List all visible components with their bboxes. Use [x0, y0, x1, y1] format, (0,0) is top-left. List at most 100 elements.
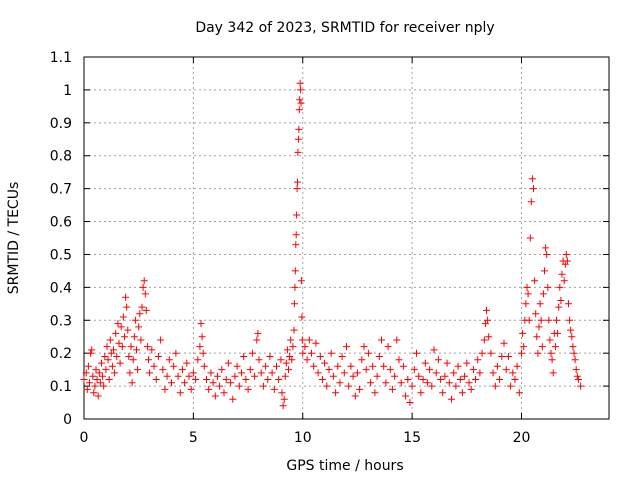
- data-point: [513, 362, 521, 370]
- data-point: [498, 353, 506, 360]
- data-point: [432, 369, 440, 377]
- data-point: [168, 379, 175, 387]
- data-point: [298, 336, 306, 344]
- data-point: [297, 86, 305, 94]
- data-point: [106, 336, 114, 344]
- data-point: [574, 376, 582, 383]
- data-point: [545, 316, 553, 324]
- data-point: [224, 359, 232, 367]
- data-point: [145, 356, 152, 364]
- data-point: [194, 356, 202, 364]
- data-point: [82, 369, 90, 377]
- data-point: [347, 362, 355, 370]
- data-point: [356, 385, 364, 393]
- data-point: [229, 395, 237, 403]
- data-point: [279, 402, 287, 410]
- data-point: [298, 313, 306, 321]
- y-axis-label: SRMTID / TECUs: [6, 182, 22, 295]
- data-point: [87, 349, 95, 357]
- data-point: [469, 366, 477, 374]
- data-point: [343, 343, 350, 351]
- y-tick-label: 0.9: [50, 116, 72, 132]
- data-point: [105, 376, 113, 383]
- data-point: [295, 125, 303, 133]
- data-point: [467, 385, 475, 393]
- data-point: [325, 366, 333, 374]
- data-point: [434, 356, 442, 364]
- data-point: [568, 333, 576, 341]
- x-tick-label: 15: [403, 430, 421, 446]
- data-point: [489, 369, 497, 377]
- data-point: [89, 372, 97, 380]
- data-point: [290, 300, 298, 308]
- data-point: [121, 333, 128, 341]
- data-point: [235, 382, 243, 390]
- data-point: [251, 372, 259, 380]
- data-point: [294, 135, 302, 143]
- data-point: [124, 326, 132, 334]
- data-point: [310, 362, 318, 370]
- data-point: [141, 290, 149, 298]
- data-point: [369, 362, 377, 370]
- data-point: [362, 366, 370, 374]
- data-point: [295, 106, 303, 114]
- data-point: [207, 369, 215, 377]
- data-point: [200, 362, 208, 370]
- data-point: [240, 353, 248, 360]
- data-point: [197, 320, 205, 328]
- data-point: [178, 366, 186, 374]
- data-point: [410, 366, 418, 374]
- data-point: [537, 316, 545, 324]
- data-point: [275, 376, 283, 383]
- data-point: [312, 339, 320, 347]
- y-tick-label: 0.2: [50, 346, 72, 362]
- data-point: [476, 369, 484, 377]
- data-point: [551, 343, 559, 351]
- data-point: [531, 277, 539, 285]
- data-point: [509, 369, 517, 377]
- data-point: [92, 366, 100, 374]
- data-point: [174, 372, 182, 380]
- data-point: [351, 392, 359, 400]
- data-point: [426, 366, 434, 374]
- data-point: [84, 362, 92, 370]
- data-point: [461, 372, 469, 380]
- data-point: [395, 356, 403, 364]
- data-point: [558, 270, 566, 278]
- data-point: [165, 356, 173, 364]
- data-point: [323, 382, 331, 390]
- data-point: [91, 382, 99, 390]
- data-point: [523, 283, 531, 291]
- data-point: [95, 369, 103, 377]
- x-axis: 0 5 10 15 20: [80, 57, 530, 446]
- data-point: [199, 349, 207, 357]
- data-point: [334, 362, 342, 370]
- data-point: [524, 290, 532, 298]
- data-point: [291, 283, 299, 291]
- data-point: [441, 372, 449, 380]
- data-point: [227, 379, 235, 387]
- data-point: [103, 343, 111, 351]
- data-point: [565, 300, 572, 308]
- data-point: [255, 356, 263, 364]
- data-point: [242, 376, 250, 383]
- data-point: [397, 379, 405, 387]
- data-point: [533, 333, 541, 341]
- data-point: [316, 353, 324, 360]
- data-point: [159, 366, 167, 374]
- data-point: [572, 366, 580, 374]
- data-point: [541, 267, 548, 275]
- data-point: [493, 362, 501, 370]
- data-point: [474, 356, 482, 364]
- data-point: [458, 389, 466, 397]
- data-point: [290, 326, 298, 334]
- data-point: [452, 382, 460, 390]
- data-point: [176, 389, 184, 397]
- data-point: [280, 395, 288, 403]
- data-point: [86, 379, 93, 387]
- data-point: [100, 382, 108, 390]
- data-point: [546, 336, 554, 344]
- data-point: [483, 306, 490, 314]
- data-point: [419, 376, 427, 383]
- data-point: [305, 336, 313, 344]
